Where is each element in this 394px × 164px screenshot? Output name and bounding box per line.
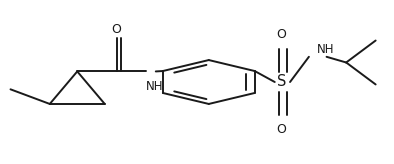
Text: NH: NH xyxy=(146,80,164,92)
Text: S: S xyxy=(277,74,286,90)
Text: O: O xyxy=(277,28,286,41)
Text: O: O xyxy=(277,123,286,136)
Text: O: O xyxy=(112,23,121,36)
Text: NH: NH xyxy=(317,43,334,56)
